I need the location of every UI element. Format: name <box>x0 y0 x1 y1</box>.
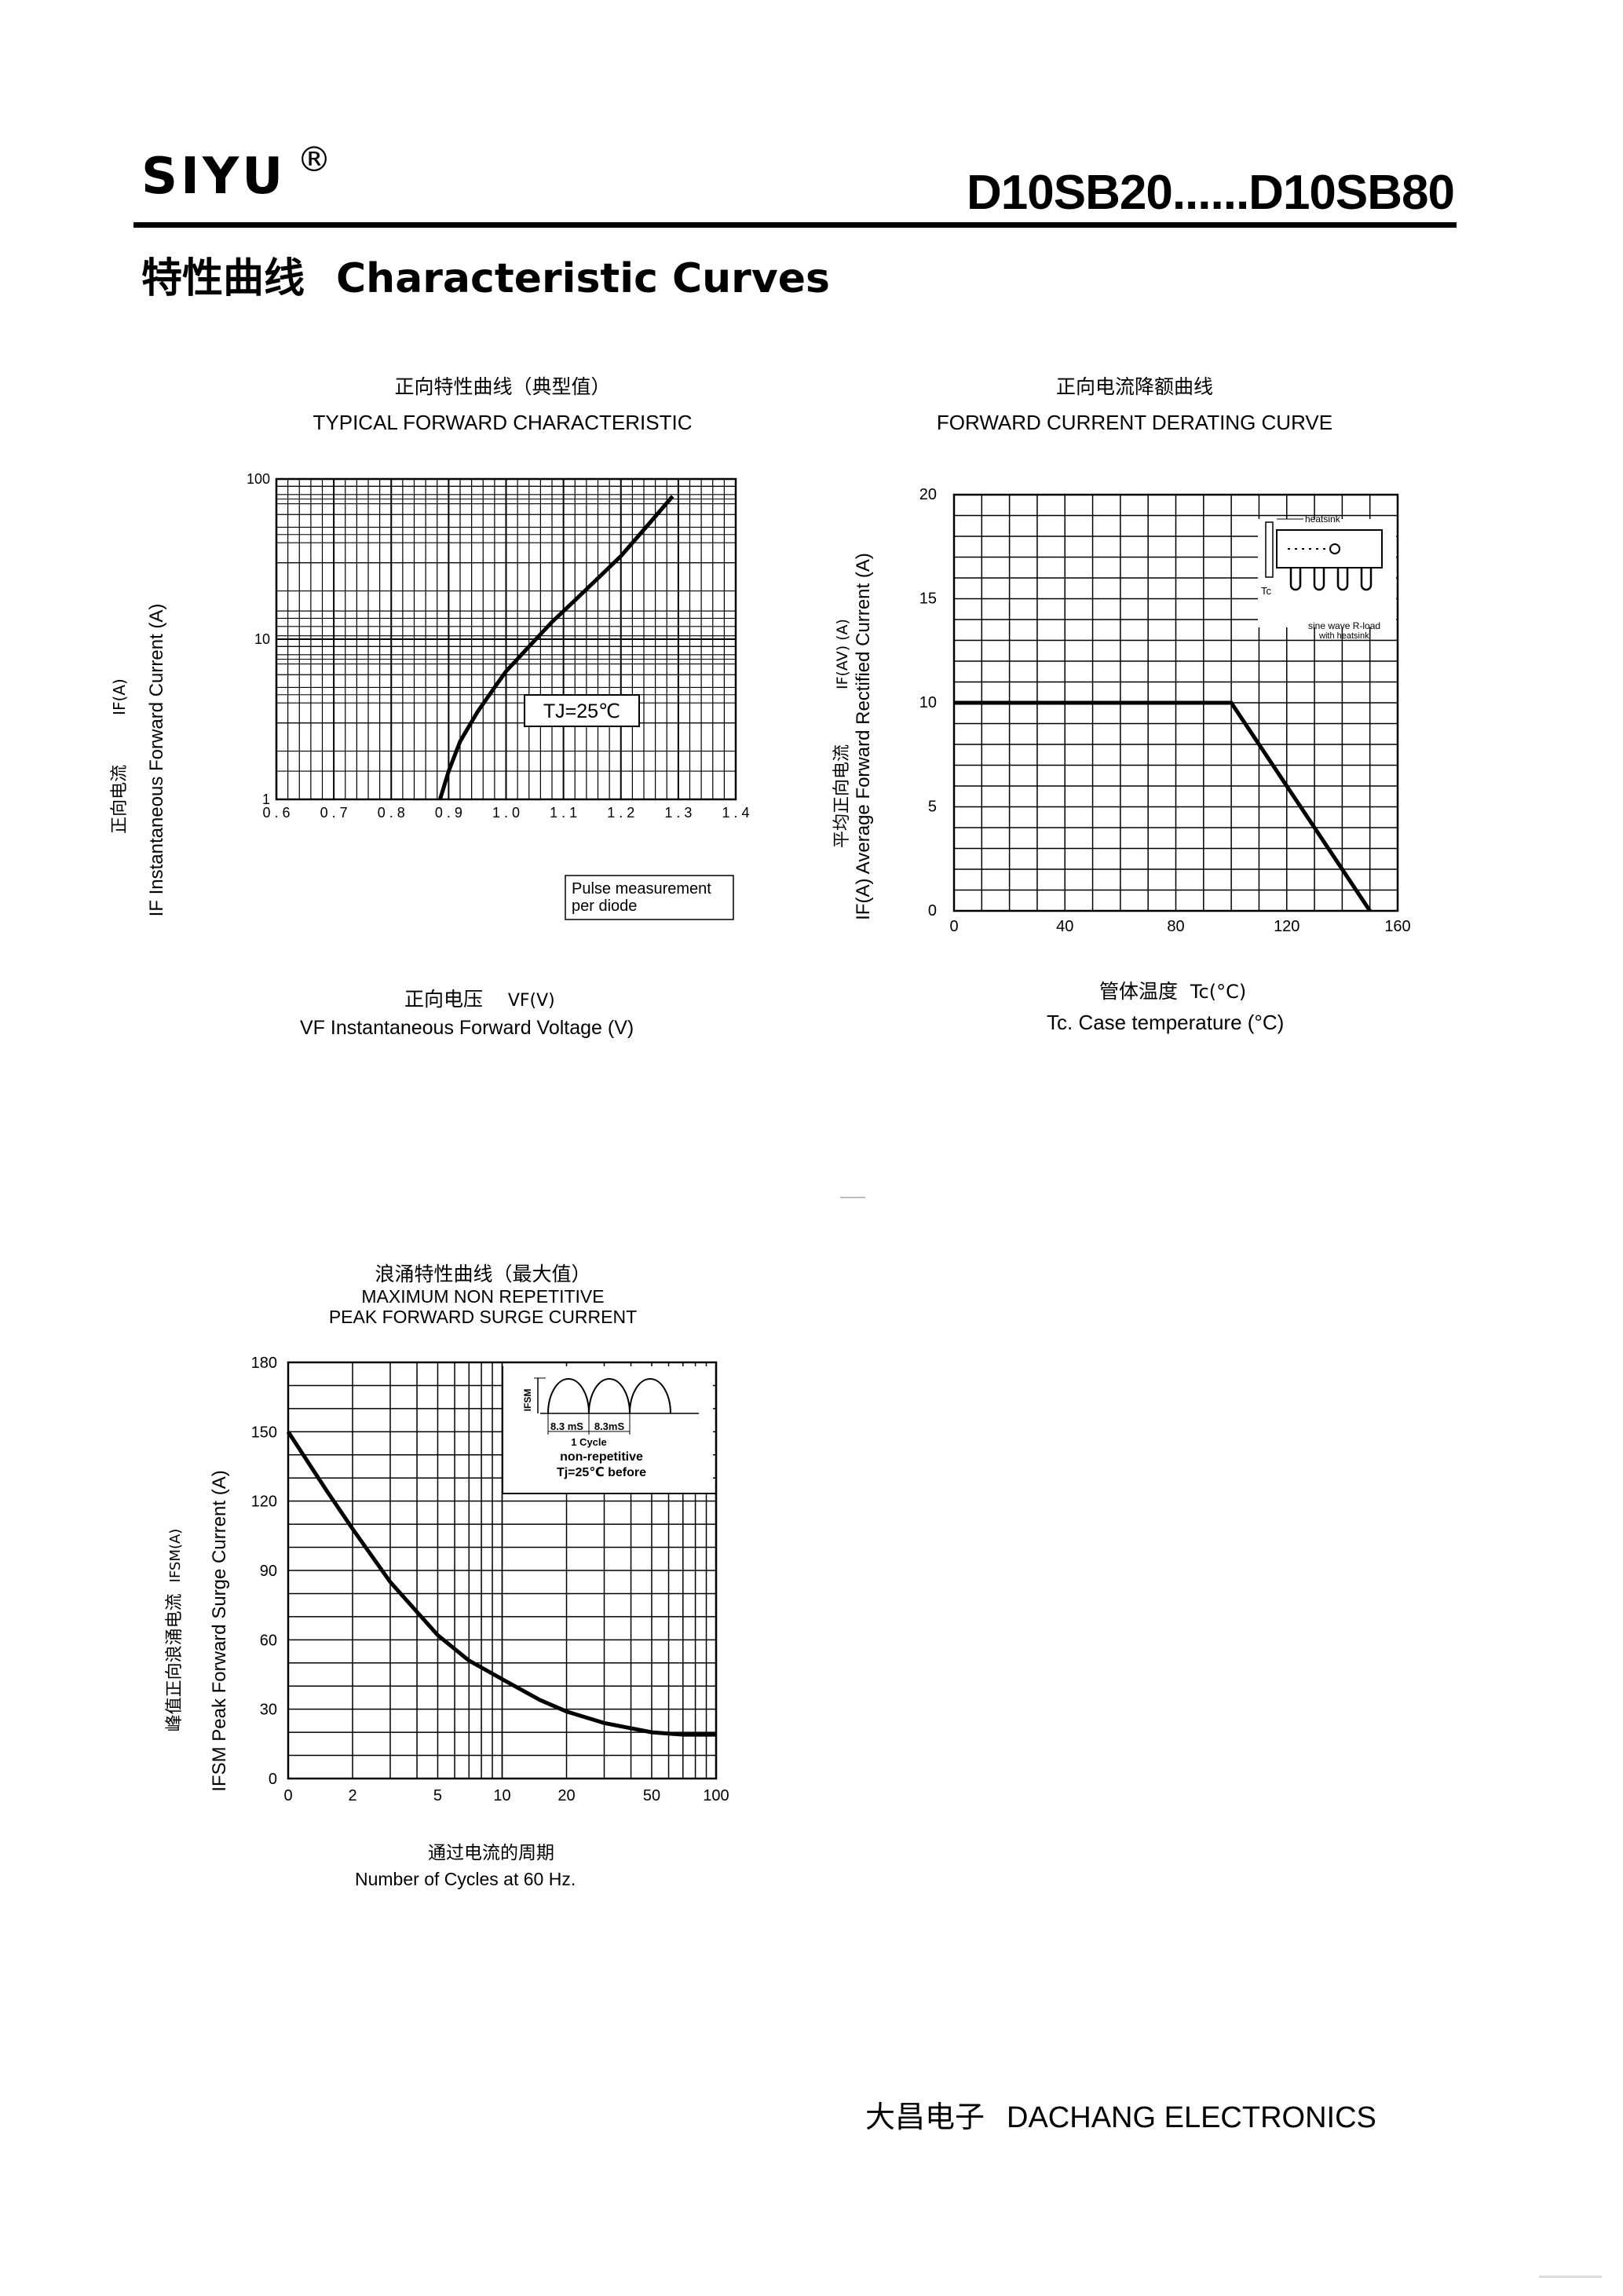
footer-company-cn: 大昌电子 <box>865 2101 985 2134</box>
chart2-y-tick-label: 10 <box>919 694 937 711</box>
chart3-y-tick-label: 150 <box>251 1424 277 1441</box>
chart3-title-cn: 浪涌特性曲线（最大值） <box>375 1263 590 1285</box>
chart1-ylabel-cn: 正向电流 <box>110 764 130 834</box>
chart3-tick-labels: 0 2 5 10 20 50 100 0 30 60 90 120 150 180 <box>251 1355 729 1804</box>
chart1-y-tick-label: 1 <box>262 792 270 807</box>
chart1-y-tick-label: 100 <box>247 471 270 487</box>
chart1-title: TYPICAL FORWARD CHARACTERISTIC <box>313 411 693 434</box>
model-range: D10SB20......D10SB80 <box>966 166 1455 220</box>
chart3-x-tick-label: 2 <box>348 1787 356 1804</box>
chart1-plot-frame <box>275 477 737 801</box>
chart1-series-line <box>438 495 674 800</box>
chart1-x-tick-label: 0 . 8 <box>378 805 405 821</box>
chart1-y-tick-label: 10 <box>254 631 270 647</box>
surge-label-tj: Tj=25℃ before <box>557 1466 646 1479</box>
chart3-x-tick-label: 0 <box>283 1787 292 1804</box>
chart2-y-tick-label: 20 <box>919 486 937 503</box>
chart1-x-tick-label: 1 . 4 <box>722 805 749 821</box>
scan-mark <box>840 1197 865 1198</box>
chart3-y-tick-label: 0 <box>269 1771 277 1788</box>
chart1-title-cn: 正向特性曲线（典型值） <box>394 376 610 398</box>
chart3-series-line <box>286 1430 716 1737</box>
chart2-tick-labels: 0 40 80 120 160 0 5 10 15 20 <box>919 486 1411 935</box>
chart1-x-tick-label: 0 . 9 <box>435 805 462 821</box>
chart3-y-tick-label: 120 <box>251 1493 277 1511</box>
chart1-tick-labels: 0 . 6 0 . 7 0 . 8 0 . 9 1 . 0 1 . 1 1 . 2 1 . 3… <box>247 471 750 821</box>
chart2-y-tick-label: 5 <box>928 799 937 816</box>
chart3-x-tick-label: 50 <box>643 1787 660 1804</box>
chart2-series-line <box>954 700 1372 912</box>
heatsink-inset: heatsink Tc sine wave R-load with heatsi… <box>1258 514 1396 641</box>
registered-mark: ® <box>297 140 331 180</box>
corner-mark <box>1539 2276 1602 2278</box>
tc-label: Tc <box>1261 585 1272 597</box>
chart3-y-tick-label: 90 <box>260 1563 277 1580</box>
section-title-en: Characteristic Curves <box>336 255 830 302</box>
mount-hole-icon <box>1329 543 1340 554</box>
chart1-x-tick-label: 0 . 6 <box>262 805 290 821</box>
sine-wave-label: sine wave R-load <box>1308 620 1380 631</box>
surge-inset: IFSM 8.3 mS 8.3mS 1 Cycle non-repetitive… <box>502 1366 716 1494</box>
chart3-subtitle: PEAK FORWARD SURGE CURRENT <box>329 1307 637 1327</box>
surge-sine-waveform <box>547 1378 671 1414</box>
chart2-x-tick-label: 0 <box>949 918 958 935</box>
surge-inset-ifsm: IFSM <box>522 1389 533 1412</box>
inset-bg <box>1258 519 1396 627</box>
chart1-x-tick-label: 1 . 3 <box>664 805 692 821</box>
forward-characteristic-chart-render: 正向特性曲线（典型值） TYPICAL FORWARD CHARACTERIST… <box>157 365 769 1056</box>
bridge-body <box>1276 529 1383 569</box>
chart1-temp-box <box>524 694 640 727</box>
chart2-x-tick-label: 80 <box>1167 918 1184 935</box>
chart2-y-tick-label: 15 <box>919 590 937 608</box>
chart3-y-tick-label: 30 <box>260 1702 277 1719</box>
chart1-pulse-line1: Pulse measurement <box>572 880 711 898</box>
chart1-ylabel-sym: IF(A) <box>110 678 129 715</box>
chart2-title-cn: 正向电流降额曲线 <box>1056 376 1213 398</box>
chart1-ylabel-cn-row: 正向电流 IF(A) <box>105 599 130 913</box>
with-heatsink-label: with heatsink <box>1318 631 1369 641</box>
chart3-title: MAXIMUM NON REPETITIVE <box>361 1286 604 1307</box>
chart1-pulse-box <box>565 875 734 920</box>
section-title-cn: 特性曲线 <box>141 255 305 302</box>
footer-company-en: DACHANG ELECTRONICS <box>1007 2101 1376 2134</box>
chart3-y-tick-label: 180 <box>251 1355 277 1372</box>
derating-chart: 正向电流降额曲线 FORWARD CURRENT DERATING CURVE … <box>919 376 1411 935</box>
surge-label-83a: 8.3 mS <box>550 1420 583 1432</box>
chart3-x-tick-label: 10 <box>493 1787 510 1804</box>
surge-label-nonrep: non-repetitive <box>560 1450 643 1464</box>
forward-characteristic-labels: Pulse measurement per diode <box>572 880 711 915</box>
surge-current-chart: 浪涌特性曲线（最大值） MAXIMUM NON REPETITIVE PEAK … <box>251 1263 729 1804</box>
bridge-leads <box>1289 568 1373 591</box>
chart1-pulse-line2: per diode <box>572 898 637 915</box>
chart2-x-tick-label: 160 <box>1384 918 1410 935</box>
chart2-x-tick-label: 40 <box>1056 918 1073 935</box>
chart3-x-tick-label: 100 <box>703 1787 729 1804</box>
footer-company: 大昌电子 DACHANG ELECTRONICS <box>865 2093 1376 2136</box>
heatsink-plate <box>1265 521 1274 578</box>
chart1-x-tick-label: 1 . 2 <box>607 805 634 821</box>
chart3-plot-frame <box>287 1361 718 1780</box>
section-title: 特性曲线 Characteristic Curves <box>141 245 830 304</box>
chart3-x-tick-label: 5 <box>433 1787 442 1804</box>
chart3-y-tick-label: 60 <box>260 1632 277 1649</box>
heatsink-label: heatsink <box>1305 514 1341 525</box>
brand-logo-text: SIYU <box>141 148 287 206</box>
chart3-x-tick-label: 20 <box>557 1787 575 1804</box>
chart1-temp-label: TJ=25℃ <box>543 700 620 722</box>
header-rule <box>133 222 1457 228</box>
chart2-y-tick-label: 0 <box>928 902 937 919</box>
chart2-x-tick-label: 120 <box>1274 918 1299 935</box>
chart2-title: FORWARD CURRENT DERATING CURVE <box>937 411 1332 434</box>
chart1-x-tick-label: 0 . 7 <box>320 805 348 821</box>
chart1-x-tick-label: 1 . 1 <box>550 805 577 821</box>
surge-label-83b: 8.3mS <box>594 1420 625 1432</box>
surge-label-1cycle: 1 Cycle <box>571 1436 607 1448</box>
chart1-x-tick-label: 1 . 0 <box>492 805 520 821</box>
